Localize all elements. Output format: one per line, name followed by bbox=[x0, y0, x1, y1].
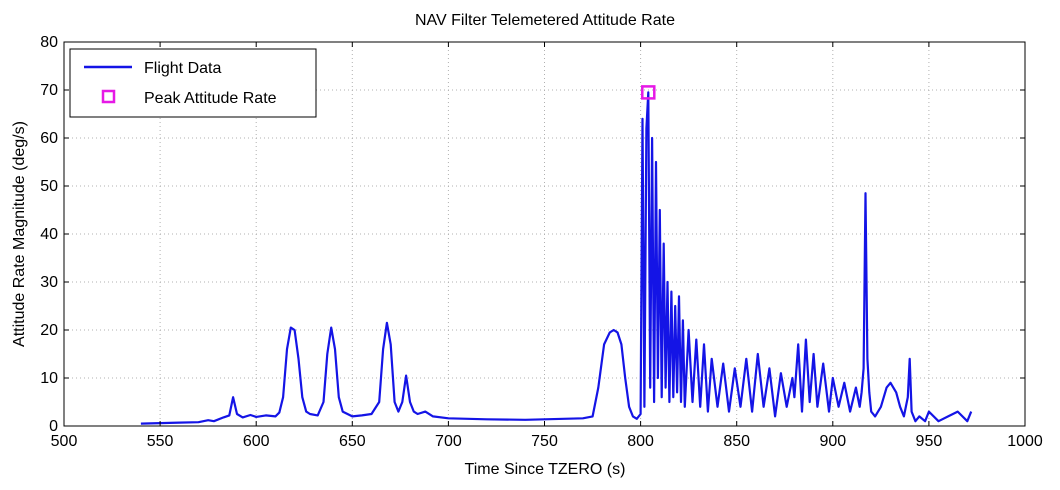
x-tick-label: 650 bbox=[339, 433, 366, 450]
x-tick-label: 600 bbox=[243, 433, 270, 450]
x-tick-label: 500 bbox=[51, 433, 78, 450]
x-tick-label: 1000 bbox=[1007, 433, 1043, 450]
x-tick-label: 800 bbox=[627, 433, 654, 450]
x-tick-label: 700 bbox=[435, 433, 462, 450]
peak-attitude-marker bbox=[641, 85, 656, 100]
legend-box bbox=[69, 48, 317, 118]
x-tick-label: 850 bbox=[723, 433, 750, 450]
y-tick-label: 10 bbox=[40, 370, 58, 387]
y-tick-label: 40 bbox=[40, 226, 58, 243]
legend-peak-label: Peak Attitude Rate bbox=[144, 90, 277, 107]
legend-flight-data-label: Flight Data bbox=[144, 60, 221, 77]
x-axis-label: Time Since TZERO (s) bbox=[465, 461, 626, 478]
y-tick-label: 30 bbox=[40, 274, 58, 291]
y-tick-label: 0 bbox=[49, 418, 58, 435]
tick-labels: 500 550 600 650 700 750 800 850 900 950 1000 0 10 20 3… bbox=[40, 34, 1043, 450]
x-tick-label: 900 bbox=[819, 433, 846, 450]
y-tick-label: 80 bbox=[40, 34, 58, 51]
legend-peak-marker-swatch bbox=[101, 89, 116, 104]
y-tick-label: 60 bbox=[40, 130, 58, 147]
flight-data-line bbox=[140, 91, 973, 425]
y-axis-label: Attitude Rate Magnitude (deg/s) bbox=[11, 121, 28, 347]
x-tick-label: 550 bbox=[147, 433, 174, 450]
axes-frame bbox=[63, 41, 1026, 427]
x-tick-label: 950 bbox=[916, 433, 943, 450]
series-layer bbox=[140, 85, 973, 425]
y-tick-label: 70 bbox=[40, 82, 58, 99]
x-tick-label: 750 bbox=[531, 433, 558, 450]
chart-title: NAV Filter Telemetered Attitude Rate bbox=[415, 12, 675, 29]
y-tick-label: 20 bbox=[40, 322, 58, 339]
y-tick-label: 50 bbox=[40, 178, 58, 195]
legend: Flight Data Peak Attitude Rate bbox=[69, 48, 317, 118]
